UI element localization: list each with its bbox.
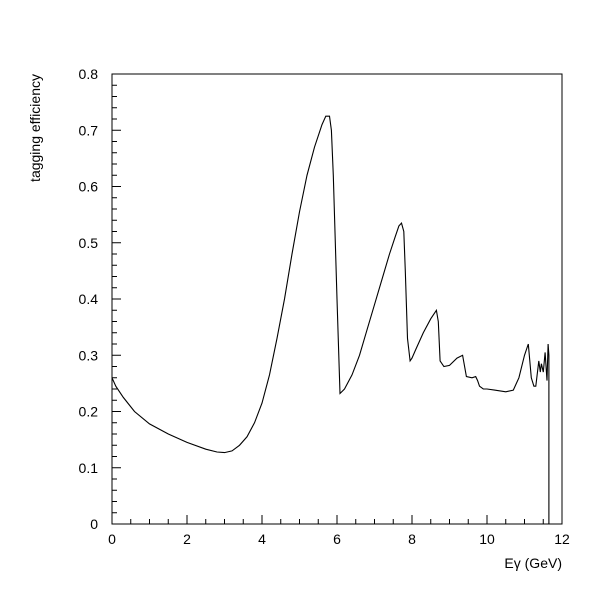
plot-frame: [111, 73, 563, 525]
y-tick-label: 0: [90, 516, 98, 532]
series-line: [111, 115, 550, 524]
x-tick-label: 8: [408, 531, 416, 547]
x-tick-label: 4: [258, 531, 266, 547]
y-tick-label: 0.1: [79, 460, 99, 476]
y-axis-label: tagging efficiency: [27, 74, 43, 182]
y-tick-label: 0.4: [79, 291, 99, 307]
x-tick-label: 10: [479, 531, 495, 547]
y-tick-label: 0.7: [79, 122, 99, 138]
y-tick-label: 0.2: [79, 404, 99, 420]
y-tick-label: 0.8: [79, 66, 99, 82]
x-tick-label: 2: [183, 531, 191, 547]
x-axis-label: Eγ (GeV): [504, 555, 562, 571]
y-tick-label: 0.5: [79, 235, 99, 251]
y-tick-label: 0.3: [79, 347, 99, 363]
y-tick-label: 0.6: [79, 179, 99, 195]
axis-tick-labels: 0 2 4 6 8 10 12 0 0.1 0.2 0.3 0.4 0.5 0.6 0.7 0.8: [79, 66, 570, 547]
x-tick-label: 0: [108, 531, 116, 547]
x-tick-label: 6: [333, 531, 341, 547]
x-tick-label: 12: [554, 531, 570, 547]
